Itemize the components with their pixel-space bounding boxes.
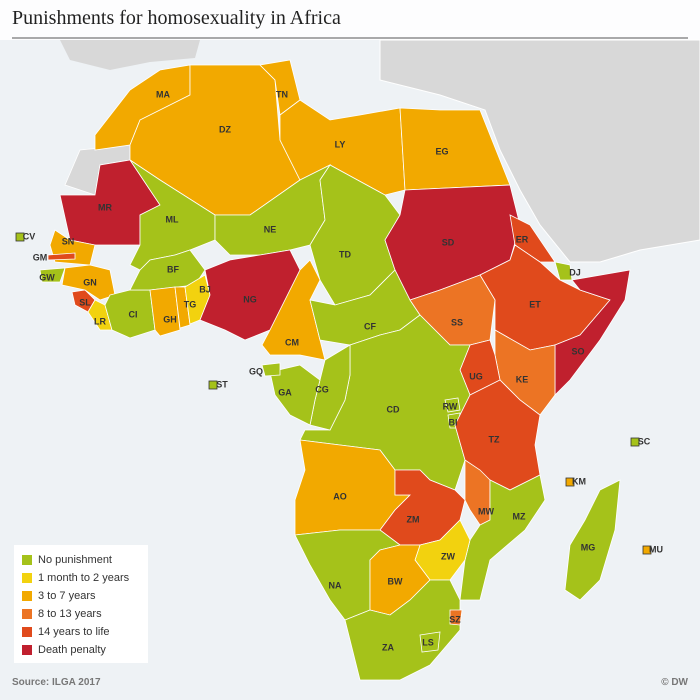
legend-box <box>14 545 148 663</box>
legend: No punishment 1 month to 2 years 3 to 7 ye… <box>14 545 148 663</box>
country-code: CI <box>129 309 138 319</box>
countries: MA DZ TN LY EG MR ML NE TD SD ER ET DJ SO SN GM GW GN SLLR… <box>15 59 663 681</box>
country-shape <box>449 609 463 626</box>
legend-swatch <box>22 573 32 583</box>
country-code: SD <box>442 237 455 247</box>
country-code: SO <box>571 346 584 356</box>
country-code: AO <box>333 491 347 501</box>
country-code: LS <box>422 637 434 647</box>
eurasia-land <box>379 39 700 263</box>
country-shape <box>149 286 181 337</box>
country-shape <box>419 631 441 653</box>
country-code: GQ <box>249 366 263 376</box>
country-code: MW <box>478 506 494 516</box>
iberia-land <box>60 40 200 70</box>
legend-swatch <box>22 555 32 565</box>
country-code: MR <box>98 202 112 212</box>
country-code: MG <box>581 542 596 552</box>
country-code: BI <box>449 417 458 427</box>
country-code: DJ <box>569 267 581 277</box>
country-code: TN <box>276 89 288 99</box>
country-shape <box>509 214 556 263</box>
country-code: ZW <box>441 551 455 561</box>
island-marker <box>565 477 575 487</box>
country-code: TZ <box>489 434 500 444</box>
country-shape <box>47 252 76 261</box>
legend-swatch <box>22 591 32 601</box>
country-code: SN <box>62 236 75 246</box>
country-code: LY <box>335 139 346 149</box>
country-code: MU <box>649 544 663 554</box>
country-code: ST <box>216 379 228 389</box>
country-code: SS <box>451 317 463 327</box>
country-code: GA <box>278 387 292 397</box>
country-shape <box>269 364 321 426</box>
title-band <box>0 0 700 40</box>
country-code: SL <box>79 297 91 307</box>
country-shape <box>199 249 301 341</box>
country-code: ET <box>529 299 541 309</box>
country-shape <box>344 579 461 681</box>
country-code: RW <box>443 401 458 411</box>
legend-label: No punishment <box>38 554 112 566</box>
country-code: SZ <box>449 614 461 624</box>
country-shape <box>444 397 461 413</box>
country-shape <box>39 267 66 283</box>
country-code: MZ <box>513 511 526 521</box>
country-code: CF <box>364 321 376 331</box>
country-code: NA <box>329 580 342 590</box>
country-shape <box>564 479 621 601</box>
country-code: BW <box>388 576 403 586</box>
source: Source: ILGA 2017 <box>12 677 101 688</box>
country-code: LR <box>94 316 106 326</box>
country-code: EG <box>435 146 448 156</box>
country-code: TG <box>184 299 197 309</box>
island-marker <box>15 232 25 242</box>
country-code: UG <box>469 371 483 381</box>
country-code: BJ <box>199 284 211 294</box>
island-marker <box>630 437 640 447</box>
country-code: NG <box>243 294 257 304</box>
country-code: SC <box>638 436 651 446</box>
country-code: GW <box>39 272 55 282</box>
country-code: GM <box>33 252 48 262</box>
island-marker <box>208 380 218 390</box>
country-code: CG <box>315 384 329 394</box>
country-code: ER <box>516 234 529 244</box>
legend-label: 8 to 13 years <box>38 608 102 620</box>
legend-label: 14 years to life <box>38 626 110 638</box>
credit: © DW <box>661 677 688 688</box>
legend-label: 3 to 7 years <box>38 590 96 602</box>
country-code: DZ <box>219 124 231 134</box>
legend-swatch <box>22 627 32 637</box>
country-code: CD <box>387 404 400 414</box>
country-code: GH <box>163 314 177 324</box>
country-code: ZM <box>407 514 420 524</box>
country-shape <box>459 474 546 601</box>
legend-label: Death penalty <box>38 644 106 656</box>
country-code: BF <box>167 264 179 274</box>
country-code: ML <box>166 214 179 224</box>
country-code: CV <box>23 231 36 241</box>
country-code: MA <box>156 89 170 99</box>
country-code: CM <box>285 337 299 347</box>
country-shape <box>261 259 326 361</box>
country-shape <box>61 264 116 301</box>
title: Punishments for homosexuality in Africa <box>12 7 341 29</box>
country-shape <box>399 107 511 191</box>
country-code: NE <box>264 224 277 234</box>
country-code: TD <box>339 249 351 259</box>
legend-swatch <box>22 609 32 619</box>
country-code: GN <box>83 277 97 287</box>
country-shape <box>261 362 281 377</box>
island-marker <box>642 545 652 555</box>
legend-label: 1 month to 2 years <box>38 572 130 584</box>
country-code: KE <box>516 374 529 384</box>
country-code: KM <box>572 476 586 486</box>
country-code: ZA <box>382 642 394 652</box>
legend-swatch <box>22 645 32 655</box>
